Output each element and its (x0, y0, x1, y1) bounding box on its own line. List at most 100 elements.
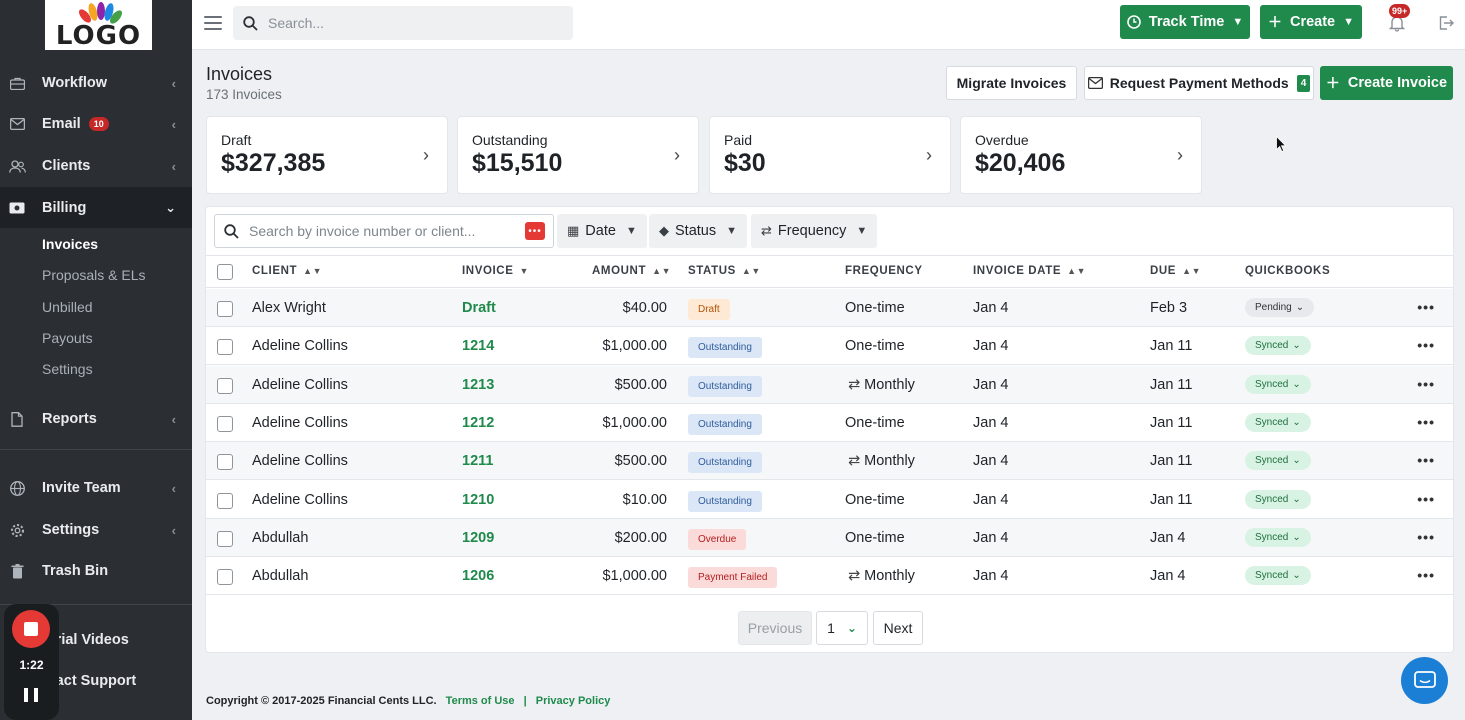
column-header-status[interactable]: STATUS ▲▼ (688, 265, 761, 277)
sidebar-item-clients[interactable]: Clients ‹ (0, 146, 192, 186)
row-checkbox[interactable] (217, 530, 233, 547)
terms-link[interactable]: Terms of Use (445, 695, 515, 707)
row-actions-icon[interactable]: ••• (1417, 490, 1435, 507)
create-button[interactable]: ＋ Create ▼ (1260, 5, 1362, 39)
global-search[interactable] (233, 6, 573, 40)
status-filter[interactable]: ◆ Status ▼ (649, 214, 747, 248)
frequency-filter[interactable]: ⇄ Frequency ▼ (751, 214, 878, 248)
sidebar-item-settings[interactable]: Settings ‹ (0, 510, 192, 550)
row-checkbox[interactable] (217, 339, 233, 356)
client-name[interactable]: Abdullah (252, 529, 309, 546)
column-header-amount[interactable]: AMOUNT ▲▼ (592, 265, 672, 277)
row-actions-icon[interactable]: ••• (1417, 567, 1435, 584)
row-actions-icon[interactable]: ••• (1417, 337, 1435, 354)
row-checkbox[interactable] (217, 492, 233, 509)
invoice-number[interactable]: 1212 (462, 414, 495, 431)
row-checkbox[interactable] (217, 301, 233, 317)
row-actions-icon[interactable]: ••• (1417, 375, 1435, 392)
row-actions-icon[interactable]: ••• (1417, 299, 1435, 315)
client-name[interactable]: Alex Wright (252, 300, 326, 316)
previous-page-button[interactable]: Previous (738, 611, 812, 645)
client-name[interactable]: Adeline Collins (252, 376, 348, 393)
table-row[interactable]: Adeline Collins 1210 $10.00 Outstanding One-… (206, 481, 1453, 519)
table-row[interactable]: Alex Wright Draft $40.00 Draft One-time Jan 4… (206, 289, 1453, 327)
client-name[interactable]: Adeline Collins (252, 453, 348, 470)
summary-card-paid[interactable]: Paid $30 › (709, 116, 951, 194)
footer: Copyright © 2017-2025 Financial Cents LL… (206, 695, 610, 707)
quickbooks-status-label: Synced (1255, 531, 1289, 543)
table-row[interactable]: Abdullah 1209 $200.00 Overdue One-time Jan 4 J… (206, 518, 1453, 557)
invoice-number[interactable]: 1214 (462, 338, 495, 355)
quickbooks-status[interactable]: Synced ⌄ (1245, 566, 1311, 586)
sidebar-item-email[interactable]: Email 10 ‹ (0, 104, 192, 144)
sidebar-subitem-unbilled[interactable]: Unbilled (42, 299, 93, 315)
sidebar-subitem-payouts[interactable]: Payouts (42, 330, 93, 346)
quickbooks-status[interactable]: Synced ⌄ (1245, 374, 1311, 394)
client-name[interactable]: Adeline Collins (252, 338, 348, 355)
quickbooks-status[interactable]: Pending ⌄ (1245, 298, 1315, 317)
create-invoice-button[interactable]: ＋ Create Invoice (1320, 66, 1453, 100)
invoice-number[interactable]: 1211 (462, 453, 494, 470)
sidebar-item-invite-team[interactable]: Invite Team ‹ (0, 468, 192, 508)
global-search-input[interactable] (268, 15, 558, 31)
summary-card-draft[interactable]: Draft $327,385 › (206, 116, 448, 194)
sidebar-item-billing[interactable]: Billing ⌄ (0, 187, 192, 228)
row-actions-icon[interactable]: ••• (1417, 452, 1435, 469)
request-payment-methods-button[interactable]: Request Payment Methods 4 (1084, 66, 1314, 100)
date-filter[interactable]: ▦ Date ▼ (557, 214, 647, 248)
row-checkbox[interactable] (217, 415, 233, 432)
track-time-button[interactable]: Track Time ▼ (1120, 5, 1250, 39)
client-name[interactable]: Adeline Collins (252, 491, 348, 508)
hamburger-menu-icon[interactable] (204, 16, 222, 30)
more-dots-icon[interactable]: ••• (525, 222, 545, 240)
sidebar-subitem-settings[interactable]: Settings (42, 361, 93, 377)
migrate-invoices-button[interactable]: Migrate Invoices (946, 66, 1077, 100)
quickbooks-status[interactable]: Synced ⌄ (1245, 412, 1311, 432)
select-all-checkbox[interactable] (217, 264, 233, 280)
sidebar-item-trash-bin[interactable]: Trash Bin (0, 551, 192, 591)
row-actions-icon[interactable]: ••• (1417, 413, 1435, 430)
sidebar-item-contact-support[interactable]: ntact Support (0, 661, 192, 701)
logo[interactable]: LOGO (45, 0, 152, 50)
chat-support-button[interactable] (1401, 657, 1448, 704)
table-row[interactable]: Adeline Collins 1213 $500.00 Outstanding ⇄ Mo… (206, 365, 1453, 404)
table-row[interactable]: Adeline Collins 1211 $500.00 Outstanding ⇄ Mo… (206, 442, 1453, 481)
client-name[interactable]: Abdullah (252, 568, 309, 585)
client-name[interactable]: Adeline Collins (252, 414, 348, 431)
logout-icon[interactable] (1438, 15, 1454, 31)
summary-card-overdue[interactable]: Overdue $20,406 › (960, 116, 1202, 194)
invoice-number[interactable]: Draft (462, 300, 496, 316)
table-row[interactable]: Adeline Collins 1214 $1,000.00 Outstanding O… (206, 327, 1453, 366)
page-select[interactable]: 1 ⌄ (816, 611, 868, 645)
row-checkbox[interactable] (217, 569, 233, 586)
quickbooks-status[interactable]: Synced ⌄ (1245, 527, 1311, 547)
column-header-invoice[interactable]: INVOICE ▼ (462, 265, 530, 277)
summary-card-outstanding[interactable]: Outstanding $15,510 › (457, 116, 699, 194)
column-header-due[interactable]: DUE ▲▼ (1150, 265, 1202, 277)
invoice-number[interactable]: 1210 (462, 491, 495, 508)
column-header-invoice-date[interactable]: INVOICE DATE ▲▼ (973, 265, 1087, 277)
invoice-search[interactable]: ••• (214, 214, 554, 248)
table-row[interactable]: Abdullah 1206 $1,000.00 Payment Failed ⇄ Mont… (206, 557, 1453, 596)
sidebar-subitem-invoices[interactable]: Invoices (42, 236, 99, 252)
invoice-number[interactable]: 1209 (462, 529, 495, 546)
quickbooks-status[interactable]: Synced ⌄ (1245, 336, 1311, 356)
row-checkbox[interactable] (217, 454, 233, 471)
stop-recording-button[interactable] (12, 610, 50, 648)
quickbooks-status[interactable]: Synced ⌄ (1245, 451, 1311, 471)
next-page-button[interactable]: Next (873, 611, 923, 645)
row-checkbox[interactable] (217, 377, 233, 394)
sidebar-item-workflow[interactable]: Workflow ‹ (0, 63, 192, 103)
row-actions-icon[interactable]: ••• (1417, 528, 1435, 545)
pause-icon[interactable] (24, 688, 38, 702)
invoice-search-input[interactable] (249, 223, 511, 239)
sidebar-subitem-proposals[interactable]: Proposals & ELs (42, 267, 146, 283)
invoice-number[interactable]: 1206 (462, 568, 495, 585)
table-row[interactable]: Adeline Collins 1212 $1,000.00 Outstanding O… (206, 404, 1453, 442)
quickbooks-status[interactable]: Synced ⌄ (1245, 489, 1311, 509)
privacy-link[interactable]: Privacy Policy (535, 695, 611, 707)
sidebar-item-tutorial-videos[interactable]: torial Videos (0, 620, 192, 660)
sidebar-item-reports[interactable]: Reports ‹ (0, 399, 192, 439)
invoice-number[interactable]: 1213 (462, 376, 495, 393)
column-header-client[interactable]: CLIENT ▲▼ (252, 265, 323, 277)
